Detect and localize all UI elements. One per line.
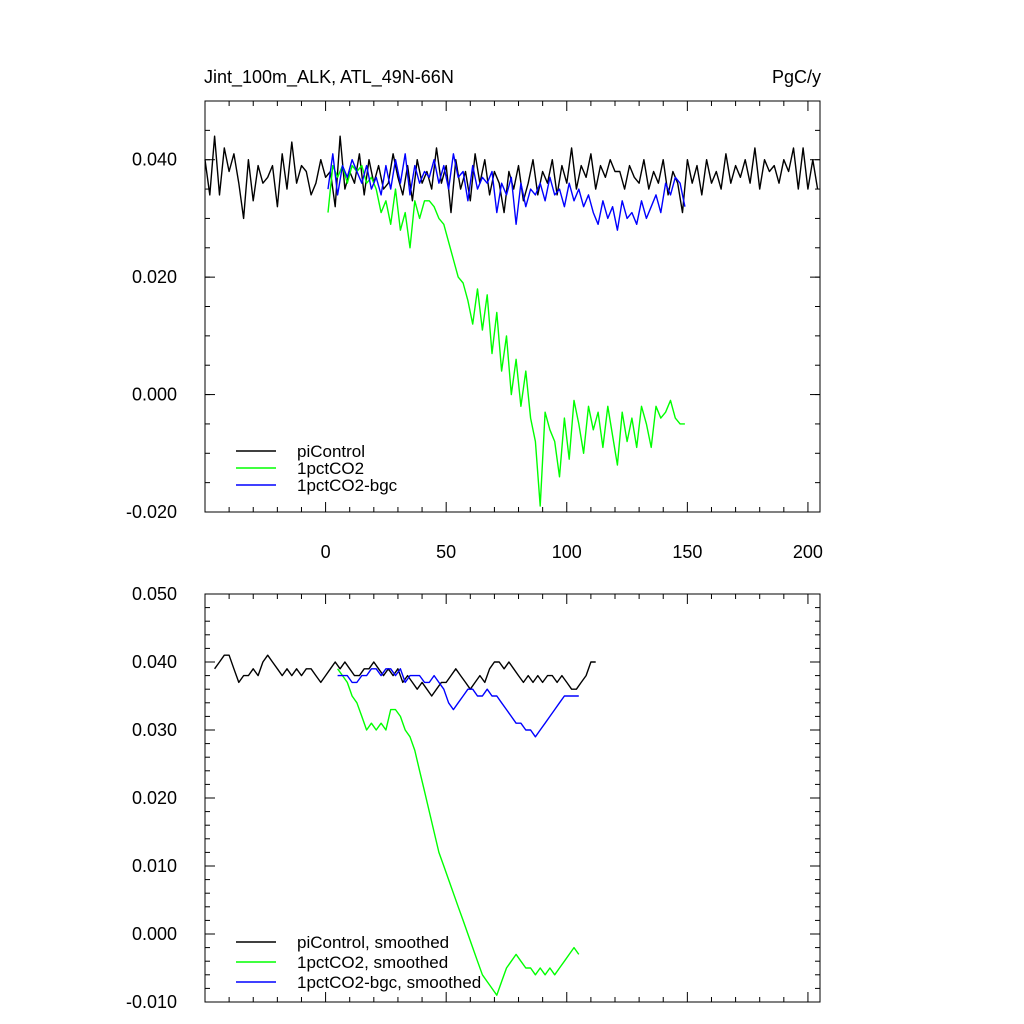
y-tick-label: 0.050 <box>132 584 177 604</box>
x-tick-label: 150 <box>672 542 702 562</box>
x-tick-label: 0 <box>321 542 331 562</box>
y-tick-label: -0.020 <box>126 502 177 522</box>
top-panel-units: PgC/y <box>772 67 821 87</box>
series-line-1pctco2-bgc-smoothed <box>337 668 579 738</box>
x-tick-label: 200 <box>793 542 823 562</box>
y-tick-label: 0.040 <box>132 652 177 672</box>
bottom-panel: -0.010 0.000 0.010 0.020 0.030 0.040 0.050 piCo… <box>126 584 821 1012</box>
series-line-picontrol-smoothed <box>214 654 596 697</box>
y-tick-label: 0.000 <box>132 924 177 944</box>
series-line-1pctco2 <box>327 164 685 507</box>
y-tick-label: 0.020 <box>132 267 177 287</box>
x-tick-label: 50 <box>436 542 456 562</box>
legend-label: 1pctCO2-bgc <box>297 476 398 495</box>
y-tick-label: 0.010 <box>132 856 177 876</box>
y-tick-label: 0.000 <box>132 385 177 405</box>
y-tick-label: -0.010 <box>126 992 177 1012</box>
series-line-1pctco2-smoothed <box>337 668 580 996</box>
legend-label: piControl <box>297 442 365 461</box>
legend-label: 1pctCO2-bgc, smoothed <box>297 973 481 992</box>
y-tick-label: 0.040 <box>132 150 177 170</box>
legend-label: 1pctCO2, smoothed <box>297 953 448 972</box>
y-tick-label: 0.020 <box>132 788 177 808</box>
series-line-1pctco2-bgc <box>327 153 686 231</box>
x-tick-label: 100 <box>552 542 582 562</box>
y-tick-label: 0.030 <box>132 720 177 740</box>
top-panel-title: Jint_100m_ALK, ATL_49N-66N <box>204 67 454 88</box>
top-panel: Jint_100m_ALK, ATL_49N-66N PgC/y 0 50 100 1… <box>126 67 823 562</box>
legend-label: 1pctCO2 <box>297 459 364 478</box>
legend-label: piControl, smoothed <box>297 933 449 952</box>
